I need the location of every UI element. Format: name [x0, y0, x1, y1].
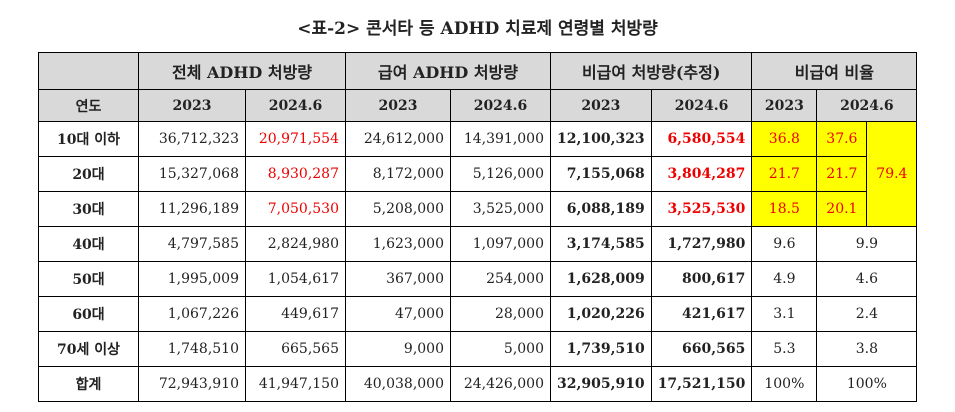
table-cell: 5,208,000: [345, 191, 451, 227]
year-header: 2024.6: [245, 89, 346, 122]
year-label: 연도: [38, 89, 139, 122]
corner-cell: [38, 52, 139, 90]
table-cell: 12,100,323: [550, 121, 652, 157]
table-cell: 421,617: [650, 296, 753, 332]
table-cell: 1,054,617: [245, 261, 346, 297]
table-cell: 36.8: [751, 121, 818, 157]
table-cell: 41,947,150: [245, 366, 346, 402]
table-cell: 2.4: [816, 296, 918, 332]
table-cell: 72,943,910: [138, 366, 246, 402]
year-header: 2023: [345, 89, 451, 122]
table-cell: 9,000: [345, 331, 451, 367]
table-cell: 100%: [751, 366, 818, 402]
age-label: 40대: [38, 226, 139, 262]
table-cell: 1,739,510: [550, 331, 652, 367]
table-cell: 7,155,068: [550, 156, 652, 192]
year-header: 2023: [138, 89, 246, 122]
table-cell: 1,623,000: [345, 226, 451, 262]
group-header: 비급여 처방량(추정): [549, 52, 753, 90]
year-header: 2024.6: [650, 89, 753, 122]
table-cell: 3,525,000: [450, 191, 551, 227]
year-header: 2024.6: [816, 89, 918, 122]
table-cell: 24,612,000: [345, 121, 451, 157]
table-row: 30대 11,296,189 7,050,530 5,208,000 3,525,000…: [38, 191, 917, 227]
group-header: 비급여 비율: [751, 52, 918, 90]
table-cell: 8,172,000: [345, 156, 451, 192]
table-cell: 449,617: [245, 296, 346, 332]
table-cell: 1,628,009: [550, 261, 652, 297]
table-cell: 4.6: [816, 261, 918, 297]
table-cell: 37.6: [816, 121, 868, 157]
age-label: 20대: [38, 156, 139, 192]
table-cell: 28,000: [450, 296, 551, 332]
table-cell: 800,617: [650, 261, 753, 297]
table-cell: 5.3: [751, 331, 818, 367]
table-cell: 254,000: [450, 261, 551, 297]
table-cell: 2,824,980: [245, 226, 346, 262]
table-cell: 100%: [816, 366, 918, 402]
table-cell: 660,565: [650, 331, 753, 367]
table-cell: 1,097,000: [450, 226, 551, 262]
table-cell: 24,426,000: [450, 366, 551, 402]
table-cell: 1,727,980: [650, 226, 753, 262]
table-row: 40대 4,797,585 2,824,980 1,623,000 1,097,000 3…: [38, 226, 918, 262]
table-cell: 4.9: [751, 261, 818, 297]
table-cell: 20,971,554: [245, 121, 346, 157]
table-cell: 20.1: [816, 191, 868, 227]
combined-ratio-cell: 79.4: [866, 121, 918, 227]
table-cell: 7,050,530: [245, 191, 346, 227]
table-cell: 1,995,009: [138, 261, 246, 297]
table-cell: 32,905,910: [550, 366, 652, 402]
table-row: 60대 1,067,226 449,617 47,000 28,000 1,020,226…: [38, 296, 918, 332]
table-title: <표-2> 콘서타 등 ADHD 치료제 연령별 처방량: [297, 19, 658, 39]
table-cell: 36,712,323: [138, 121, 246, 157]
table-cell: 8,930,287: [245, 156, 346, 192]
header-row-years: 연도 2023 2024.6 2023 2024.6 2023 2024.6 2…: [38, 89, 918, 122]
table-cell: 1,748,510: [138, 331, 246, 367]
table-cell: 15,327,068: [138, 156, 246, 192]
prescription-table: 전체 ADHD 처방량 급여 ADHD 처방량 비급여 처방량(추정) 비급여 …: [38, 52, 918, 402]
header-row-groups: 전체 ADHD 처방량 급여 ADHD 처방량 비급여 처방량(추정) 비급여 …: [38, 52, 918, 90]
table-cell: 1,067,226: [138, 296, 246, 332]
table-cell: 6,088,189: [550, 191, 652, 227]
table-cell: 5,000: [450, 331, 551, 367]
table-row: 70세 이상 1,748,510 665,565 9,000 5,000 1,739,51…: [38, 331, 918, 367]
age-label: 60대: [38, 296, 139, 332]
table-cell: 3,804,287: [650, 156, 753, 192]
table-cell: 3,525,530: [650, 191, 753, 227]
group-header: 전체 ADHD 처방량: [138, 52, 346, 90]
table-cell: 3.8: [816, 331, 918, 367]
table-row: 50대 1,995,009 1,054,617 367,000 254,000 1,628…: [38, 261, 918, 297]
table-cell: 21.7: [816, 156, 868, 192]
table-cell: 18.5: [751, 191, 818, 227]
table-cell: 5,126,000: [450, 156, 551, 192]
age-label: 30대: [38, 191, 139, 227]
table-cell: 3.1: [751, 296, 818, 332]
table-cell: 665,565: [245, 331, 346, 367]
table-cell: 11,296,189: [138, 191, 246, 227]
age-label: 10대 이하: [38, 121, 139, 157]
age-label: 합계: [38, 366, 139, 402]
table-cell: 17,521,150: [650, 366, 753, 402]
table-cell: 21.7: [751, 156, 818, 192]
table-cell: 9.6: [751, 226, 818, 262]
group-header: 급여 ADHD 처방량: [345, 52, 551, 90]
age-label: 50대: [38, 261, 139, 297]
table-cell: 40,038,000: [345, 366, 451, 402]
table-cell: 47,000: [345, 296, 451, 332]
year-header: 2024.6: [450, 89, 551, 122]
year-header: 2023: [550, 89, 652, 122]
table-row: 20대 15,327,068 8,930,287 8,172,000 5,126,000…: [38, 156, 917, 192]
table-row: 10대 이하 36,712,323 20,971,554 24,612,000 14,3…: [38, 121, 918, 227]
table-cell: 367,000: [345, 261, 451, 297]
table-cell: 4,797,585: [138, 226, 246, 262]
table-cell: 14,391,000: [450, 121, 551, 157]
table-cell: 1,020,226: [550, 296, 652, 332]
table-row: 합계 72,943,910 41,947,150 40,038,000 24,426,0…: [38, 366, 918, 402]
table-cell: 3,174,585: [550, 226, 652, 262]
table-cell: 9.9: [816, 226, 918, 262]
age-label: 70세 이상: [38, 331, 139, 367]
table-cell: 6,580,554: [650, 121, 753, 157]
year-header: 2023: [751, 89, 818, 122]
